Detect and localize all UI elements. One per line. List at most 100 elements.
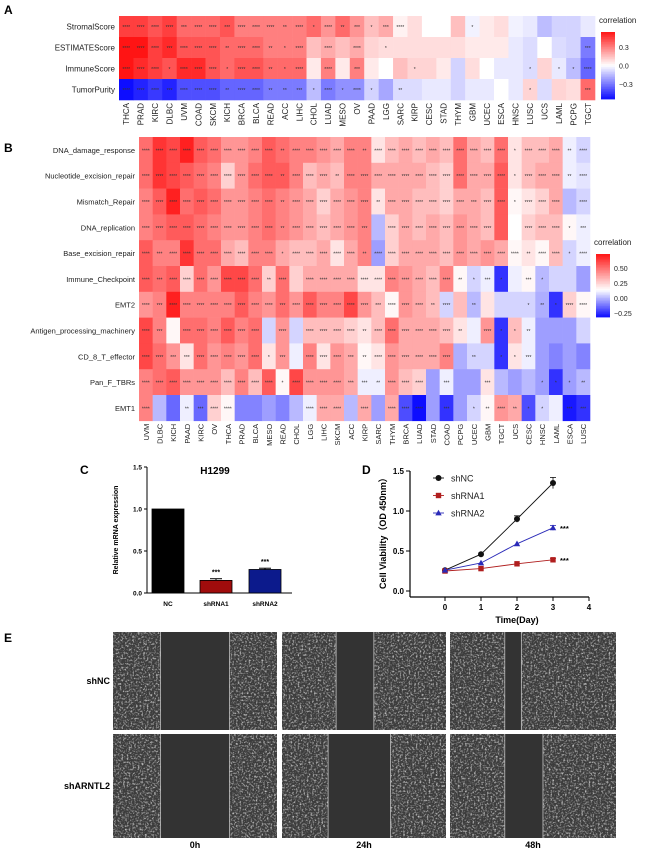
colorbar-segment bbox=[596, 296, 610, 299]
heatmap-cell bbox=[439, 214, 454, 241]
heatmap-cell bbox=[335, 58, 351, 80]
significance-stars: **** bbox=[324, 67, 332, 73]
heatmap-cell bbox=[176, 16, 192, 38]
heatmap-cell bbox=[549, 162, 563, 189]
significance-stars: * bbox=[541, 277, 543, 283]
significance-stars: **** bbox=[169, 148, 177, 154]
heatmap-cell bbox=[320, 16, 336, 38]
heatmap-cell bbox=[139, 343, 153, 370]
heatmap-cell bbox=[426, 395, 440, 422]
y-tick-label: 1.5 bbox=[133, 465, 142, 472]
significance-stars: **** bbox=[361, 277, 369, 283]
column-label: CHOL bbox=[292, 424, 301, 445]
significance-stars: **** bbox=[388, 174, 396, 180]
heatmap-cell bbox=[316, 395, 331, 422]
legend-label: shRNA2 bbox=[451, 509, 485, 519]
significance-stars: **** bbox=[497, 252, 505, 258]
heatmap-cell bbox=[316, 188, 331, 215]
heatmap-cell bbox=[289, 214, 304, 241]
heatmap-cell bbox=[152, 395, 167, 422]
column-label: LGG bbox=[382, 103, 391, 120]
heatmap-cell bbox=[162, 58, 177, 80]
significance-stars: * bbox=[529, 67, 531, 73]
significance-stars: **** bbox=[443, 200, 451, 206]
significance-stars: **** bbox=[292, 381, 300, 387]
significance-stars: **** bbox=[402, 355, 410, 361]
colorbar-segment bbox=[596, 301, 610, 304]
significance-stars: ** bbox=[527, 252, 531, 258]
significance-stars: **** bbox=[388, 277, 396, 283]
heatmap-cell bbox=[303, 395, 317, 422]
significance-stars: * bbox=[558, 67, 560, 73]
heatmap-cell bbox=[221, 317, 235, 344]
significance-stars: **** bbox=[415, 174, 423, 180]
heatmap-cell bbox=[549, 395, 563, 422]
significance-stars: **** bbox=[306, 303, 314, 309]
colorbar-segment bbox=[596, 293, 610, 296]
heatmap-cell bbox=[551, 37, 567, 59]
heatmap-cell bbox=[289, 369, 304, 396]
significance-stars: **** bbox=[443, 148, 451, 154]
heatmap-cell bbox=[119, 58, 134, 80]
significance-stars: **** bbox=[151, 67, 159, 73]
significance-stars: **** bbox=[333, 148, 341, 154]
significance-stars: **** bbox=[333, 329, 341, 335]
heatmap-cell bbox=[521, 266, 536, 293]
significance-stars: **** bbox=[347, 252, 355, 258]
column-label: THYM bbox=[388, 424, 397, 445]
heatmap-cell bbox=[549, 369, 563, 396]
heatmap-cell bbox=[193, 188, 208, 215]
colorbar-segment bbox=[601, 45, 615, 48]
heatmap-cell bbox=[398, 188, 413, 215]
heatmap-cell bbox=[566, 16, 581, 38]
heatmap-panel-b: DNA_damage_response **** **** **** **** **** *… bbox=[30, 137, 632, 446]
heatmap-cell bbox=[535, 214, 550, 241]
heatmap-cell bbox=[494, 395, 509, 422]
significance-stars: **** bbox=[552, 252, 560, 258]
significance-stars: **** bbox=[142, 174, 150, 180]
heatmap-cell bbox=[508, 395, 522, 422]
heatmap-cell bbox=[262, 291, 276, 318]
significance-stars: **** bbox=[252, 46, 260, 52]
heatmap-cell bbox=[467, 137, 481, 164]
significance-stars: **** bbox=[209, 25, 217, 31]
significance-stars: **** bbox=[415, 252, 423, 258]
significance-stars: **** bbox=[429, 355, 437, 361]
heatmap-cell bbox=[407, 79, 423, 101]
colorbar-segment bbox=[596, 310, 610, 313]
significance-stars: **** bbox=[224, 381, 232, 387]
heatmap-cell bbox=[139, 291, 153, 318]
colorbar-segment bbox=[601, 35, 615, 38]
significance-annotation: *** bbox=[261, 559, 269, 566]
heatmap-cell bbox=[344, 343, 358, 370]
column-label: GBM bbox=[468, 103, 477, 122]
heatmap-cell bbox=[289, 266, 304, 293]
significance-stars: **** bbox=[388, 303, 396, 309]
colorbar-segment bbox=[596, 274, 610, 277]
significance-stars: **** bbox=[429, 174, 437, 180]
significance-stars: **** bbox=[265, 226, 273, 232]
significance-stars: **** bbox=[156, 355, 164, 361]
heatmap-cell bbox=[166, 291, 181, 318]
significance-stars: **** bbox=[484, 329, 492, 335]
significance-stars: **** bbox=[402, 381, 410, 387]
significance-stars: **** bbox=[320, 381, 328, 387]
heatmap-cell bbox=[467, 240, 481, 267]
row-label: Pan_F_TBRs bbox=[90, 378, 135, 387]
heatmap-cell bbox=[535, 395, 550, 422]
column-label: LAML bbox=[552, 424, 561, 444]
heatmap-cell bbox=[562, 188, 577, 215]
heatmap-cell bbox=[549, 291, 563, 318]
heatmap-cell bbox=[494, 214, 509, 241]
significance-stars: * bbox=[370, 25, 372, 31]
column-label: SKCM bbox=[209, 103, 218, 126]
heatmap-cell bbox=[494, 16, 509, 38]
heatmap-cell bbox=[357, 369, 372, 396]
colorbar-segment bbox=[596, 261, 610, 264]
colorbar-segment bbox=[601, 88, 615, 92]
heatmap-cell bbox=[522, 16, 538, 38]
significance-stars: **** bbox=[295, 46, 303, 52]
column-label: PCPG bbox=[569, 103, 578, 126]
heatmap-cell bbox=[453, 343, 468, 370]
column-label: SARC bbox=[396, 103, 405, 125]
